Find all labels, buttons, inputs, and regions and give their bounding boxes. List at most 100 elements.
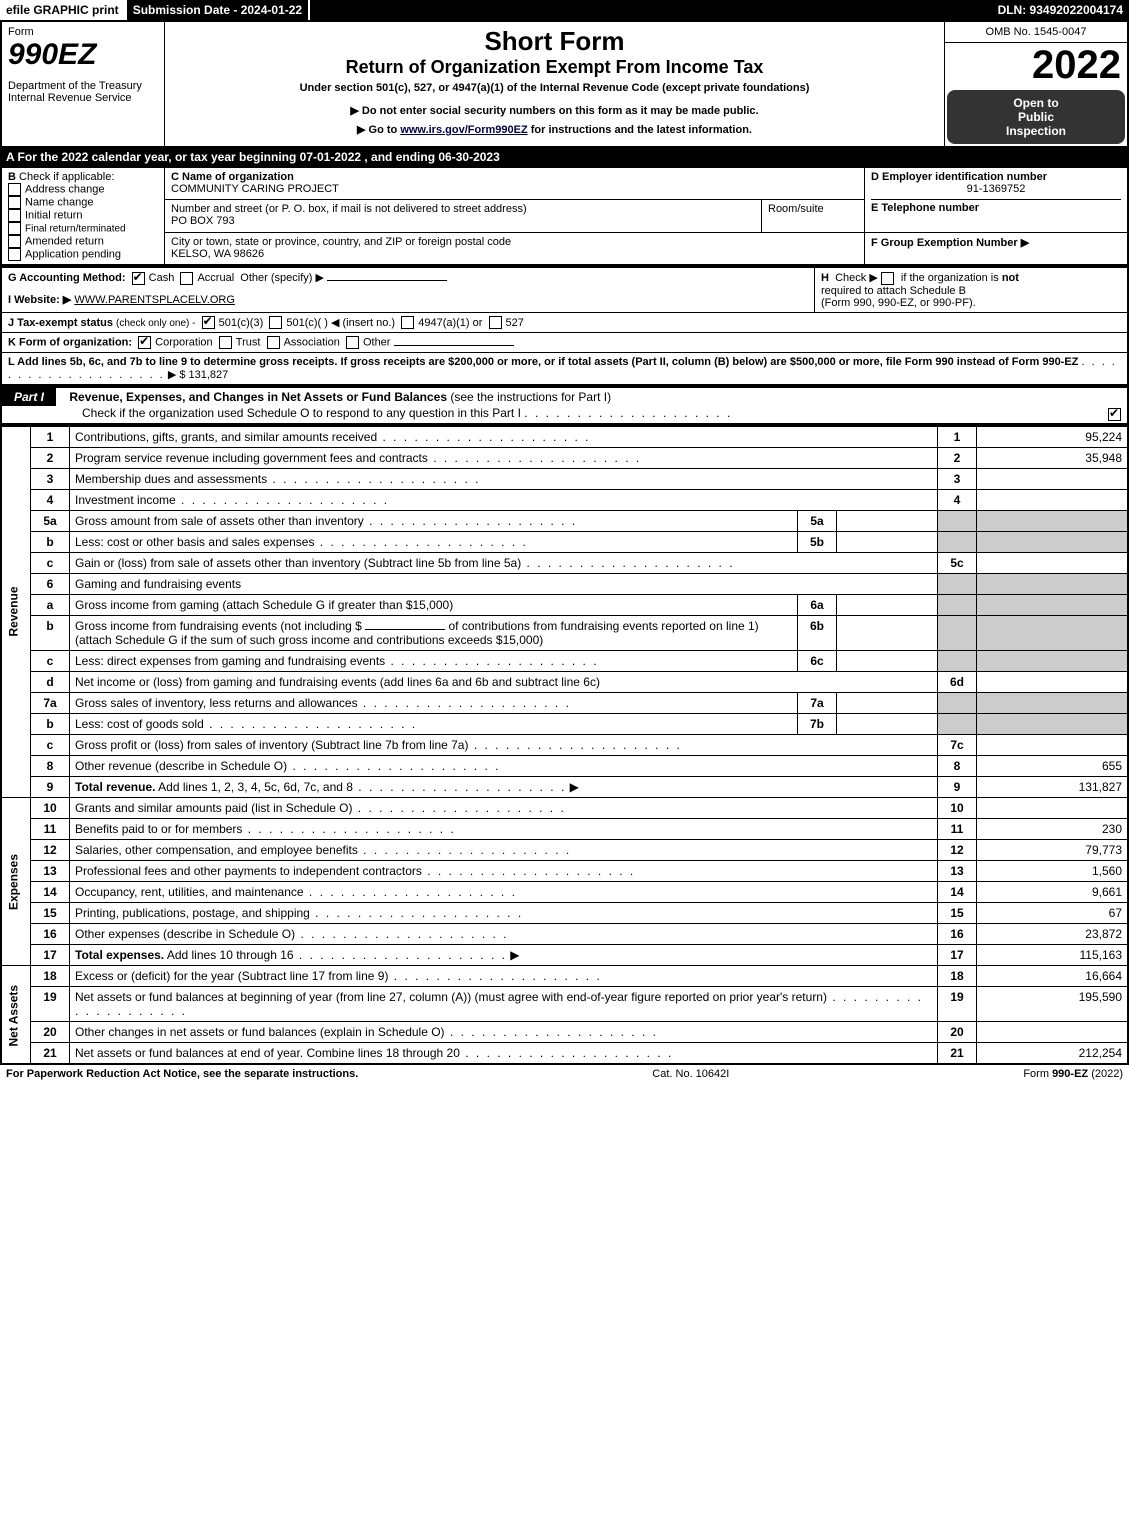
line-13-linecol: 13 <box>938 861 977 882</box>
section-j-label: J Tax-exempt status <box>8 317 113 329</box>
checkbox-final-return[interactable] <box>8 222 21 235</box>
section-k-label: K Form of organization: <box>8 337 132 349</box>
line-7c-num: c <box>31 735 70 756</box>
city-label: City or town, state or province, country… <box>171 236 511 248</box>
line-6b-valshade <box>977 616 1129 651</box>
website-value[interactable]: WWW.PARENTSPLACELV.ORG <box>74 294 235 306</box>
line-7a-valshade <box>977 693 1129 714</box>
city-value: KELSO, WA 98626 <box>171 248 264 260</box>
checkbox-name-change[interactable] <box>8 196 21 209</box>
checkbox-schedule-b[interactable] <box>881 272 894 285</box>
checkbox-schedule-o[interactable] <box>1108 408 1121 421</box>
check-if-applicable: Check if applicable: <box>19 171 114 183</box>
page-footer: For Paperwork Reduction Act Notice, see … <box>0 1065 1129 1083</box>
line-20-val <box>977 1022 1129 1043</box>
form-label: Form <box>8 26 158 38</box>
line-5c-linecol: 5c <box>938 553 977 574</box>
expenses-vlabel: Expenses <box>1 798 31 966</box>
line-5a-num: 5a <box>31 511 70 532</box>
line-6b-sublbl: 6b <box>798 616 837 651</box>
room-suite-label: Room/suite <box>768 203 824 215</box>
revenue-vlabel: Revenue <box>1 426 31 798</box>
checkbox-4947[interactable] <box>401 316 414 329</box>
line-5b-valshade <box>977 532 1129 553</box>
irs-link[interactable]: www.irs.gov/Form990EZ <box>400 124 527 136</box>
line-21-val: 212,254 <box>977 1043 1129 1065</box>
line-15-num: 15 <box>31 903 70 924</box>
line-21-num: 21 <box>31 1043 70 1065</box>
line-6b-num: b <box>31 616 70 651</box>
checkbox-accrual[interactable] <box>180 272 193 285</box>
line-6-shade <box>938 574 977 595</box>
line-7b-text: Less: cost of goods sold <box>75 717 204 731</box>
checkbox-501c3[interactable] <box>202 316 215 329</box>
checkbox-initial-return[interactable] <box>8 209 21 222</box>
line-5a-text: Gross amount from sale of assets other t… <box>75 514 364 528</box>
line-12-linecol: 12 <box>938 840 977 861</box>
section-c-name-label: C Name of organization <box>171 171 294 183</box>
label-trust: Trust <box>236 337 261 349</box>
section-a-tax-year: A For the 2022 calendar year, or tax yea… <box>0 148 1129 166</box>
line-16-val: 23,872 <box>977 924 1129 945</box>
line-5c-num: c <box>31 553 70 574</box>
line-17-num: 17 <box>31 945 70 966</box>
section-e-label: E Telephone number <box>871 202 979 214</box>
checkbox-527[interactable] <box>489 316 502 329</box>
label-final-return: Final return/terminated <box>25 223 126 234</box>
label-accrual: Accrual <box>197 272 234 284</box>
line-7b-shade <box>938 714 977 735</box>
open-public-inspection: Open to Public Inspection <box>947 90 1125 144</box>
line-14-text: Occupancy, rent, utilities, and maintena… <box>75 885 304 899</box>
line-12-val: 79,773 <box>977 840 1129 861</box>
line-20-num: 20 <box>31 1022 70 1043</box>
line-9-val: 131,827 <box>977 777 1129 798</box>
checkbox-corporation[interactable] <box>138 336 151 349</box>
h-text3: required to attach Schedule B <box>821 285 966 297</box>
checkbox-application-pending[interactable] <box>8 248 21 261</box>
checkbox-other-org[interactable] <box>346 336 359 349</box>
line-7b-valshade <box>977 714 1129 735</box>
ghijkl-block: G Accounting Method: Cash Accrual Other … <box>0 266 1129 386</box>
line-15-val: 67 <box>977 903 1129 924</box>
label-527: 527 <box>506 317 524 329</box>
line-6a-sublbl: 6a <box>798 595 837 616</box>
label-amended-return: Amended return <box>25 235 104 247</box>
line-3-text: Membership dues and assessments <box>75 472 267 486</box>
line-6c-num: c <box>31 651 70 672</box>
line-8-num: 8 <box>31 756 70 777</box>
checkbox-amended-return[interactable] <box>8 235 21 248</box>
line-10-val <box>977 798 1129 819</box>
checkbox-association[interactable] <box>267 336 280 349</box>
line-5a-sublbl: 5a <box>798 511 837 532</box>
line-9-linecol: 9 <box>938 777 977 798</box>
line-21-linecol: 21 <box>938 1043 977 1065</box>
footer-center: Cat. No. 10642I <box>652 1068 729 1080</box>
dln-label: DLN: 93492022004174 <box>992 0 1129 20</box>
checkbox-501c[interactable] <box>269 316 282 329</box>
line-9-text: Total revenue. <box>75 780 155 794</box>
line-18-linecol: 18 <box>938 966 977 987</box>
line-2-num: 2 <box>31 448 70 469</box>
line-20-text: Other changes in net assets or fund bala… <box>75 1025 445 1039</box>
section-f-label: F Group Exemption Number ▶ <box>871 237 1029 249</box>
line-14-num: 14 <box>31 882 70 903</box>
line-18-val: 16,664 <box>977 966 1129 987</box>
line-7a-shade <box>938 693 977 714</box>
line-6c-subval <box>837 651 938 672</box>
line-6b-text-pre: Gross income from fundraising events (no… <box>75 619 362 633</box>
line-6d-num: d <box>31 672 70 693</box>
line-6c-sublbl: 6c <box>798 651 837 672</box>
line-7a-text: Gross sales of inventory, less returns a… <box>75 696 358 710</box>
checkbox-address-change[interactable] <box>8 183 21 196</box>
checkbox-cash[interactable] <box>132 272 145 285</box>
line-4-linecol: 4 <box>938 490 977 511</box>
part1-sub: (see the instructions for Part I) <box>450 390 611 404</box>
line-7b-sublbl: 7b <box>798 714 837 735</box>
topbar-spacer <box>310 0 991 20</box>
checkbox-trust[interactable] <box>219 336 232 349</box>
netassets-vlabel: Net Assets <box>1 966 31 1065</box>
l-arrow: ▶ $ <box>168 369 186 381</box>
efile-print-label[interactable]: efile GRAPHIC print <box>0 0 127 20</box>
line-17-text2: Add lines 10 through 16 <box>167 948 294 962</box>
dept-treasury: Department of the Treasury <box>8 80 158 92</box>
